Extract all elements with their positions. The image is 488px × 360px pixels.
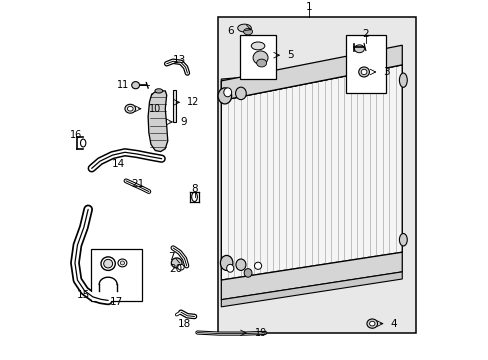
Text: 18: 18 bbox=[178, 319, 191, 329]
Text: 19: 19 bbox=[254, 328, 266, 338]
Polygon shape bbox=[221, 65, 402, 280]
Text: 11: 11 bbox=[117, 80, 129, 90]
Ellipse shape bbox=[243, 28, 252, 35]
Ellipse shape bbox=[235, 259, 245, 270]
Ellipse shape bbox=[191, 192, 197, 202]
Ellipse shape bbox=[155, 89, 163, 93]
FancyBboxPatch shape bbox=[239, 35, 276, 79]
FancyBboxPatch shape bbox=[91, 249, 142, 301]
Ellipse shape bbox=[224, 88, 231, 97]
Ellipse shape bbox=[244, 269, 251, 277]
Ellipse shape bbox=[120, 261, 124, 265]
Polygon shape bbox=[148, 91, 167, 152]
Text: 10: 10 bbox=[148, 104, 161, 114]
Text: 16: 16 bbox=[69, 130, 81, 140]
Ellipse shape bbox=[399, 234, 407, 246]
Ellipse shape bbox=[358, 67, 368, 77]
Text: 17: 17 bbox=[110, 297, 123, 307]
Ellipse shape bbox=[118, 259, 126, 267]
Ellipse shape bbox=[256, 59, 266, 67]
Ellipse shape bbox=[103, 259, 112, 268]
Ellipse shape bbox=[354, 45, 364, 53]
Ellipse shape bbox=[399, 73, 407, 87]
FancyBboxPatch shape bbox=[217, 17, 415, 333]
Text: 5: 5 bbox=[287, 50, 293, 60]
Text: 15: 15 bbox=[77, 290, 90, 300]
Polygon shape bbox=[221, 65, 402, 100]
Polygon shape bbox=[221, 272, 402, 307]
Ellipse shape bbox=[235, 87, 246, 100]
Ellipse shape bbox=[369, 321, 374, 326]
Ellipse shape bbox=[361, 69, 366, 75]
Text: 1: 1 bbox=[305, 2, 311, 12]
Ellipse shape bbox=[254, 262, 261, 269]
Ellipse shape bbox=[124, 104, 135, 113]
Ellipse shape bbox=[220, 256, 232, 270]
Text: 12: 12 bbox=[186, 97, 199, 107]
Text: 2: 2 bbox=[362, 29, 368, 39]
Ellipse shape bbox=[366, 319, 377, 328]
Ellipse shape bbox=[226, 264, 233, 272]
Ellipse shape bbox=[253, 51, 267, 64]
FancyBboxPatch shape bbox=[345, 35, 386, 93]
Ellipse shape bbox=[218, 88, 231, 104]
Text: 7: 7 bbox=[167, 252, 174, 261]
Ellipse shape bbox=[127, 107, 133, 111]
Text: 8: 8 bbox=[191, 184, 198, 194]
Ellipse shape bbox=[178, 264, 184, 270]
Ellipse shape bbox=[131, 82, 139, 89]
Text: 14: 14 bbox=[112, 159, 125, 169]
Polygon shape bbox=[221, 45, 402, 100]
Ellipse shape bbox=[251, 42, 264, 50]
Ellipse shape bbox=[81, 139, 86, 147]
Text: 9: 9 bbox=[180, 117, 186, 127]
Ellipse shape bbox=[101, 257, 115, 270]
Bar bbox=[172, 90, 176, 122]
Text: 4: 4 bbox=[390, 319, 397, 329]
Text: 21: 21 bbox=[130, 179, 144, 189]
Text: 3: 3 bbox=[382, 67, 389, 77]
Text: 6: 6 bbox=[227, 26, 234, 36]
Text: 20: 20 bbox=[169, 264, 182, 274]
Text: 13: 13 bbox=[173, 55, 186, 65]
Polygon shape bbox=[221, 252, 402, 300]
Ellipse shape bbox=[171, 258, 182, 268]
Ellipse shape bbox=[237, 24, 251, 32]
